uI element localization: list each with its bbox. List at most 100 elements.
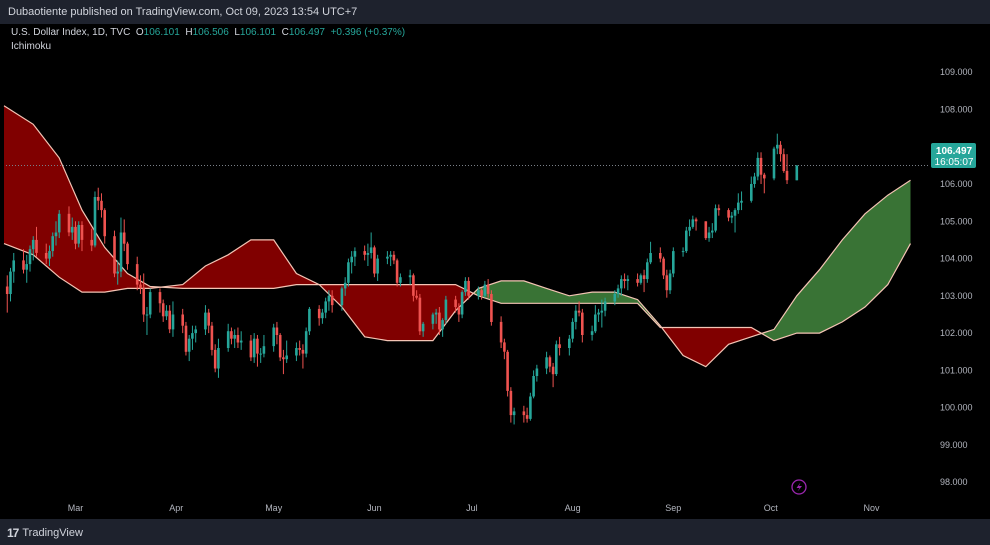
candle [142,273,145,322]
candle-body [454,299,457,308]
last-price-value: 106.497 [936,146,973,157]
candle-body [184,325,188,352]
time-tick-label: Sep [665,503,681,513]
candle-body [704,221,708,239]
candle [616,284,620,298]
candle [603,297,607,317]
candle-body [434,312,438,315]
candle [330,290,334,313]
legend-low-label: L [234,27,240,38]
candle [659,247,662,263]
candle-body [168,310,171,330]
candle-body [477,290,480,296]
candle [577,301,581,317]
candle [499,316,503,349]
candle-body [759,157,763,175]
candle-body [5,286,9,294]
candle [217,338,220,378]
candle [639,273,643,285]
candle-body [740,200,743,203]
time-tick-label: Apr [169,503,183,513]
candle [782,148,786,173]
candle-body [275,327,279,335]
candle [529,392,532,421]
candle-body [785,170,789,181]
candle [226,323,230,352]
candle [161,299,165,322]
candle-body [204,312,207,330]
candle-body [158,292,162,304]
time-axis[interactable]: Mar Apr May Jun Jul Aug Sep Oct Nov [68,503,880,513]
candle-body [262,346,266,354]
candle-body [408,275,412,278]
candle-body [668,273,672,291]
candle [119,217,123,278]
candle-body [226,331,230,348]
candle-body [9,271,12,294]
candle-body [25,264,28,270]
candle [548,355,552,373]
lightning-icon[interactable] [791,479,807,495]
legend-symbol[interactable]: U.S. Dollar Index, 1D, TVC [11,27,131,38]
candle [28,245,32,272]
candle-body [171,314,175,330]
candle [779,141,782,162]
price-tick-label: 102.000 [940,328,973,338]
price-axis[interactable]: 98.000 99.000 100.000 101.000 102.000 103.000… [940,67,973,487]
candle-body [304,331,308,354]
candle-body [646,262,649,280]
candle-body [717,208,721,211]
candle [399,273,402,287]
candle [191,325,194,350]
candle-body [28,249,32,265]
candle-body [213,349,217,369]
candle [571,318,574,343]
candle-body [210,325,214,350]
candle-body [90,239,93,246]
time-tick-label: Mar [68,503,84,513]
candle [464,277,467,296]
candle [753,172,756,188]
candle-body [31,239,35,250]
candle [590,325,594,341]
candle [574,305,578,330]
candle [103,208,106,244]
tradingview-brand[interactable]: 17 TradingView [7,526,83,540]
candle [22,249,25,274]
candle-body [480,290,483,296]
candle-body [590,331,594,335]
candle [213,344,217,373]
candle-body [415,295,418,298]
candle [395,258,399,287]
candle [340,286,344,311]
candle-body [230,331,233,339]
candle-body [522,411,526,416]
candle [685,226,688,253]
candle [412,273,415,302]
candle-body [499,321,503,343]
candle-body [581,312,584,335]
candle-body [763,174,766,179]
candle-body [350,256,353,263]
cloud-segment-bull-4 [761,180,911,341]
candle [691,215,695,229]
candle-body [376,258,379,274]
candle [353,247,357,267]
countdown-value: 16:05:07 [935,157,974,168]
candle-body [529,396,532,419]
candle [457,303,461,322]
candle-body [272,327,275,347]
candle-body [642,275,646,279]
candle-body [100,200,103,211]
candle [116,260,119,285]
candle [668,269,672,294]
candle-body [67,213,71,233]
candle-body [460,292,464,315]
legend-indicator-ichimoku[interactable]: Ichimoku [11,41,52,52]
candle [568,334,571,356]
candle [139,275,142,294]
price-tick-label: 106.000 [940,179,973,189]
candle [184,321,188,356]
candle-body [324,301,327,313]
